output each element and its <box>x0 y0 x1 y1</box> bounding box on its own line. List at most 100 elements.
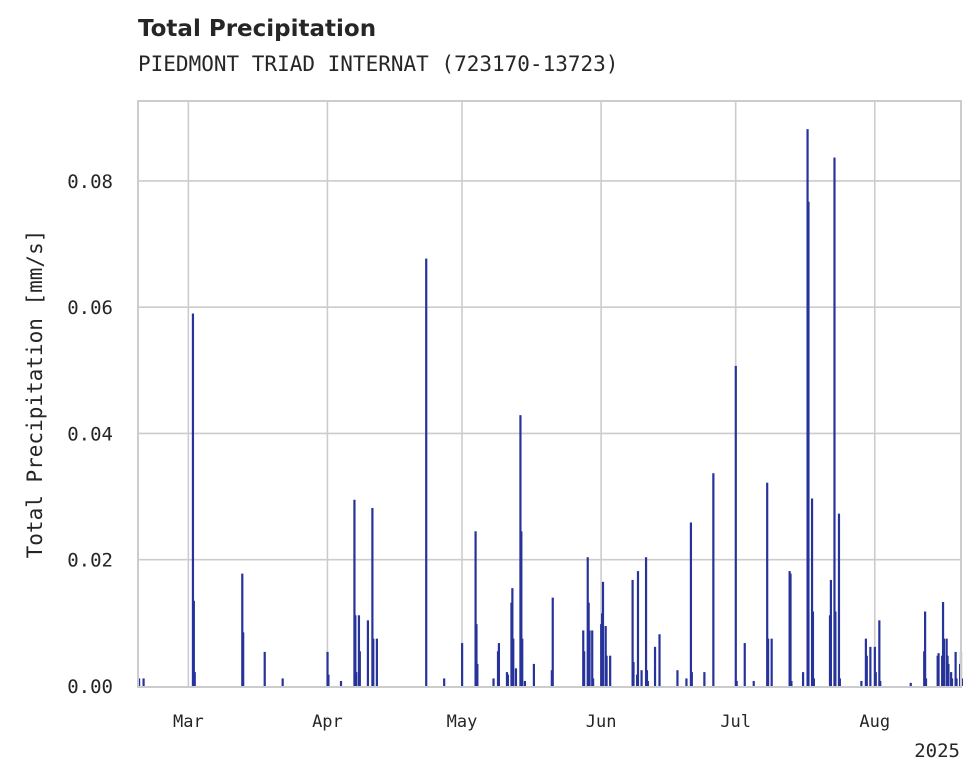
y-tick-label: 0.06 <box>67 297 113 319</box>
precip-bar <box>371 507 374 686</box>
plot-frame <box>137 100 962 688</box>
precip-bar <box>425 258 428 686</box>
precip-bar <box>443 678 446 686</box>
precip-bar <box>492 678 495 686</box>
precip-bar <box>646 680 649 686</box>
precip-bar <box>878 620 881 686</box>
precip-bar <box>860 680 863 686</box>
precip-bar <box>192 600 195 686</box>
grid-lines <box>139 102 960 686</box>
precip-bar <box>658 634 661 686</box>
y-tick-labels: 0.00 0.02 0.04 0.06 0.08 <box>67 171 113 698</box>
x-tick-label: Jun <box>586 712 617 732</box>
x-year-label: 2025 <box>914 740 960 762</box>
precip-bar <box>366 620 370 686</box>
precip-bar <box>358 651 361 686</box>
precip-bar <box>521 638 524 686</box>
precip-bar <box>636 571 640 686</box>
precip-bar <box>833 157 836 687</box>
precip-bar <box>632 662 635 686</box>
precip-bar <box>475 624 478 686</box>
precip-bar <box>339 680 343 686</box>
precip-bar <box>476 663 479 686</box>
precip-bar <box>644 557 648 686</box>
precip-bar <box>865 655 868 686</box>
precip-bar <box>909 682 912 686</box>
precip-bar <box>685 678 688 686</box>
precip-bar <box>937 653 940 686</box>
precip-bar <box>353 499 356 686</box>
precip-bar <box>955 678 958 686</box>
precip-bar <box>588 630 591 686</box>
precip-bar <box>838 678 841 686</box>
chart-subtitle: PIEDMONT TRIAD INTERNAT (723170-13723) <box>138 52 619 76</box>
precip-bar <box>829 579 832 686</box>
precip-bar <box>354 615 357 686</box>
precip-bar <box>676 670 679 686</box>
x-tick-label: Aug <box>859 712 890 732</box>
precip-bar <box>241 573 244 686</box>
y-tick-label: 0.00 <box>67 676 113 698</box>
precip-bar <box>947 663 950 686</box>
precip-bar <box>834 611 837 686</box>
x-tick-label: Jul <box>720 712 751 732</box>
precip-bar <box>263 651 266 686</box>
precip-bar <box>873 646 876 686</box>
y-tick-label: 0.08 <box>67 171 113 193</box>
precip-bar <box>703 672 706 686</box>
precip-bar <box>743 643 746 686</box>
precip-bar <box>281 678 284 686</box>
precip-bar <box>879 680 882 686</box>
precip-bar <box>645 670 649 686</box>
y-axis-label: Total Precipitation [mm/s] <box>23 230 47 559</box>
precip-bar <box>924 611 927 686</box>
precip-bar <box>511 588 514 686</box>
y-tick-label: 0.02 <box>67 550 113 572</box>
precip-bar <box>355 672 358 686</box>
precip-bar <box>609 655 612 686</box>
precip-bar <box>766 482 769 686</box>
x-tick-labels: Mar Apr May Jun Jul Aug <box>173 712 890 732</box>
precip-bar <box>869 646 872 686</box>
precip-bar <box>924 678 928 686</box>
precip-bar <box>514 668 518 686</box>
precip-bar <box>461 643 464 686</box>
precip-bar <box>327 674 330 686</box>
precip-bar <box>193 672 196 686</box>
precip-bar <box>942 638 946 686</box>
precip-bar <box>326 651 329 686</box>
precip-bar <box>770 638 773 686</box>
precip-bar <box>592 678 595 686</box>
y-tick-label: 0.04 <box>67 423 113 445</box>
precip-bar <box>242 632 245 686</box>
precip-bar <box>523 680 527 686</box>
precip-bar <box>766 638 770 686</box>
precip-bar <box>790 680 793 686</box>
precip-bar <box>690 672 693 686</box>
precip-bar <box>950 678 954 686</box>
precip-bar <box>812 678 815 686</box>
x-tick-label: Mar <box>173 712 204 732</box>
x-tick-label: Apr <box>312 712 343 732</box>
precip-bar <box>512 638 515 686</box>
precip-bar <box>640 670 643 686</box>
precip-bar <box>954 651 957 686</box>
precip-bar <box>551 597 554 686</box>
precip-bar <box>631 579 634 686</box>
precip-bar <box>712 473 715 686</box>
precip-bar <box>474 531 477 686</box>
precip-bar <box>807 201 810 686</box>
precip-bar <box>506 674 509 686</box>
precip-bar <box>734 365 737 686</box>
precip-bar <box>735 680 738 686</box>
precip-bar <box>837 513 841 686</box>
precip-bar <box>605 655 608 686</box>
precip-bar <box>357 615 361 686</box>
precip-bar <box>689 522 693 686</box>
precip-bar <box>601 581 605 686</box>
precip-bar <box>810 498 814 686</box>
precip-bar <box>372 638 375 686</box>
precip-bar <box>811 611 815 686</box>
precip-bar <box>375 638 378 686</box>
